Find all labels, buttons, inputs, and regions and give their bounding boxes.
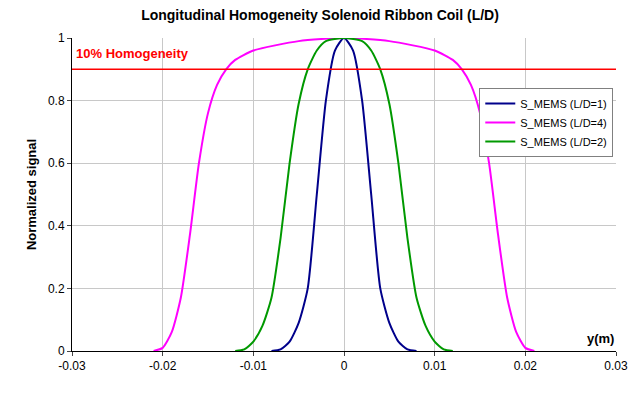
svg-text:0.02: 0.02 [514,359,538,373]
svg-text:0.2: 0.2 [48,282,65,296]
svg-text:0.4: 0.4 [48,219,65,233]
svg-text:S_MEMS (L/D=1): S_MEMS (L/D=1) [520,98,607,110]
svg-text:S_MEMS (L/D=2): S_MEMS (L/D=2) [520,136,607,148]
svg-text:0: 0 [341,359,348,373]
svg-text:y(m): y(m) [587,331,614,346]
svg-text:Normalized signal: Normalized signal [24,139,39,250]
svg-text:0.03: 0.03 [604,359,628,373]
svg-text:0.6: 0.6 [48,156,65,170]
svg-text:0.01: 0.01 [423,359,447,373]
svg-text:-0.01: -0.01 [240,359,268,373]
svg-text:0.8: 0.8 [48,94,65,108]
svg-text:0: 0 [58,344,65,358]
svg-text:-0.03: -0.03 [58,359,86,373]
svg-text:-0.02: -0.02 [149,359,177,373]
svg-text:10% Homogeneity: 10% Homogeneity [76,46,189,61]
svg-text:Longitudinal Homogeneity Solen: Longitudinal Homogeneity Solenoid Ribbon… [141,7,499,23]
svg-text:S_MEMS (L/D=4): S_MEMS (L/D=4) [520,117,607,129]
svg-text:1: 1 [58,31,65,45]
